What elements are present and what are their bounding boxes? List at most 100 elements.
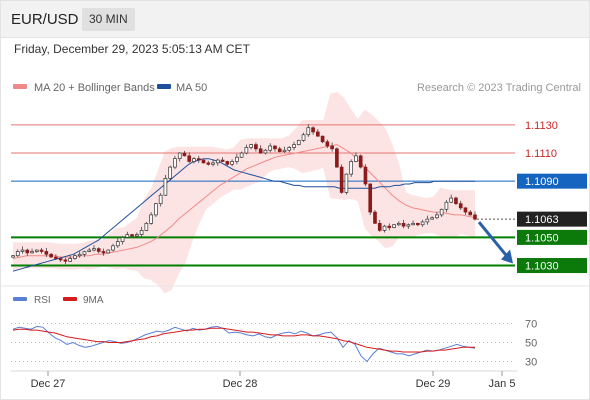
candle-body-up xyxy=(168,166,173,179)
candle-body-up xyxy=(230,161,234,165)
candle-body-up xyxy=(301,134,306,141)
candle-body-down xyxy=(58,258,63,261)
level-label-1-1130: 1.1130 xyxy=(525,120,558,132)
x-tick-label: Dec 29 xyxy=(416,378,451,390)
rsi-tick-label: 70 xyxy=(525,319,537,331)
candle xyxy=(363,164,368,187)
candle xyxy=(196,155,201,163)
candle xyxy=(306,124,311,137)
candle-body-up xyxy=(158,194,163,205)
candle xyxy=(177,152,182,162)
candle xyxy=(30,248,34,254)
candle xyxy=(11,254,15,258)
timestamp: Friday, December 29, 2023 5:05:13 AM CET xyxy=(14,42,250,56)
candle-body-down xyxy=(330,145,334,150)
candle-body-down xyxy=(363,166,368,185)
candle xyxy=(425,215,430,225)
candle-body-down xyxy=(54,256,58,259)
candle xyxy=(235,153,239,165)
price-legend: MA 20 + Bollinger Bands MA 50 Research ©… xyxy=(13,82,581,94)
candle xyxy=(139,226,144,238)
candle-body-down xyxy=(387,225,392,228)
candle xyxy=(335,147,339,168)
ma20-legend-label: MA 20 + Bollinger Bands xyxy=(34,82,155,94)
candle-body-up xyxy=(449,197,454,203)
rsi-tick-label: 50 xyxy=(525,338,537,350)
candle-body-up xyxy=(392,224,396,228)
candle-body-down xyxy=(401,222,406,227)
candle xyxy=(225,160,230,166)
candle-body-up xyxy=(244,147,249,154)
x-tick-label: Dec 28 xyxy=(223,378,258,390)
candle xyxy=(449,194,454,203)
candle xyxy=(77,251,82,258)
candle xyxy=(416,222,420,227)
candle xyxy=(58,257,63,263)
rsi-legend-swatch xyxy=(13,297,27,301)
candle xyxy=(249,143,253,150)
ma50-legend-swatch xyxy=(157,84,171,89)
candle xyxy=(377,219,382,232)
candle-body-down xyxy=(277,148,282,152)
candle xyxy=(382,224,387,233)
timeframe-button[interactable]: 30 MIN xyxy=(82,8,135,31)
candle xyxy=(130,233,134,238)
rsi-ma-legend-label: 9MA xyxy=(83,295,104,306)
candle xyxy=(230,159,234,167)
candle xyxy=(468,209,473,216)
ma20-legend-swatch xyxy=(13,84,27,89)
candle xyxy=(458,200,463,210)
candle xyxy=(315,129,320,137)
candle xyxy=(106,249,111,254)
candle-body-up xyxy=(192,158,196,162)
rsi-ma-line xyxy=(12,327,475,353)
candle-body-down xyxy=(416,222,420,226)
candle xyxy=(411,220,415,226)
level-label-text: 1.1063 xyxy=(525,214,559,226)
candle-body-up xyxy=(87,249,92,252)
candle xyxy=(282,146,287,154)
candle-body-down xyxy=(377,222,382,231)
candle xyxy=(263,148,268,155)
candle xyxy=(120,236,125,245)
rsi-line xyxy=(12,325,476,363)
candle xyxy=(287,146,292,153)
candle-body-up xyxy=(15,251,20,257)
candle-body-up xyxy=(292,144,296,148)
candle-body-up xyxy=(430,217,434,220)
rsi-legend: RSI 9MA xyxy=(13,295,104,306)
candle xyxy=(20,246,25,254)
candle xyxy=(463,207,468,215)
candle-body-up xyxy=(139,230,144,235)
candle-body-down xyxy=(25,249,30,254)
candle xyxy=(149,212,153,225)
candle xyxy=(292,141,296,151)
candle xyxy=(87,247,92,253)
level-label-1-1110: 1.1110 xyxy=(525,148,557,160)
ma50-legend-label: MA 50 xyxy=(176,82,207,94)
candle-body-up xyxy=(211,162,215,165)
candle xyxy=(125,231,130,239)
candle xyxy=(277,146,282,153)
candle-body-down xyxy=(220,159,225,162)
candle-body-up xyxy=(444,201,449,210)
candle xyxy=(444,200,449,213)
candle xyxy=(387,223,392,231)
candle-body-up xyxy=(282,149,287,152)
candle xyxy=(320,135,325,144)
candle-body-down xyxy=(315,131,320,137)
candle xyxy=(354,152,358,163)
candle-body-down xyxy=(311,127,315,133)
candle xyxy=(63,257,68,265)
candle xyxy=(396,221,401,227)
candle-body-down xyxy=(473,214,477,220)
candle-body-down xyxy=(101,251,106,254)
candle-body-down xyxy=(196,158,201,161)
candle-body-down xyxy=(358,155,363,168)
candle-body-down xyxy=(130,234,134,237)
price-plot: 1.1130 1.1110 1.1090 1.1063 1.1050 1.1030 xyxy=(11,91,587,294)
level-label-text: 1.1130 xyxy=(525,120,558,132)
candle-body-up xyxy=(111,245,115,251)
candle-body-up xyxy=(115,241,120,247)
